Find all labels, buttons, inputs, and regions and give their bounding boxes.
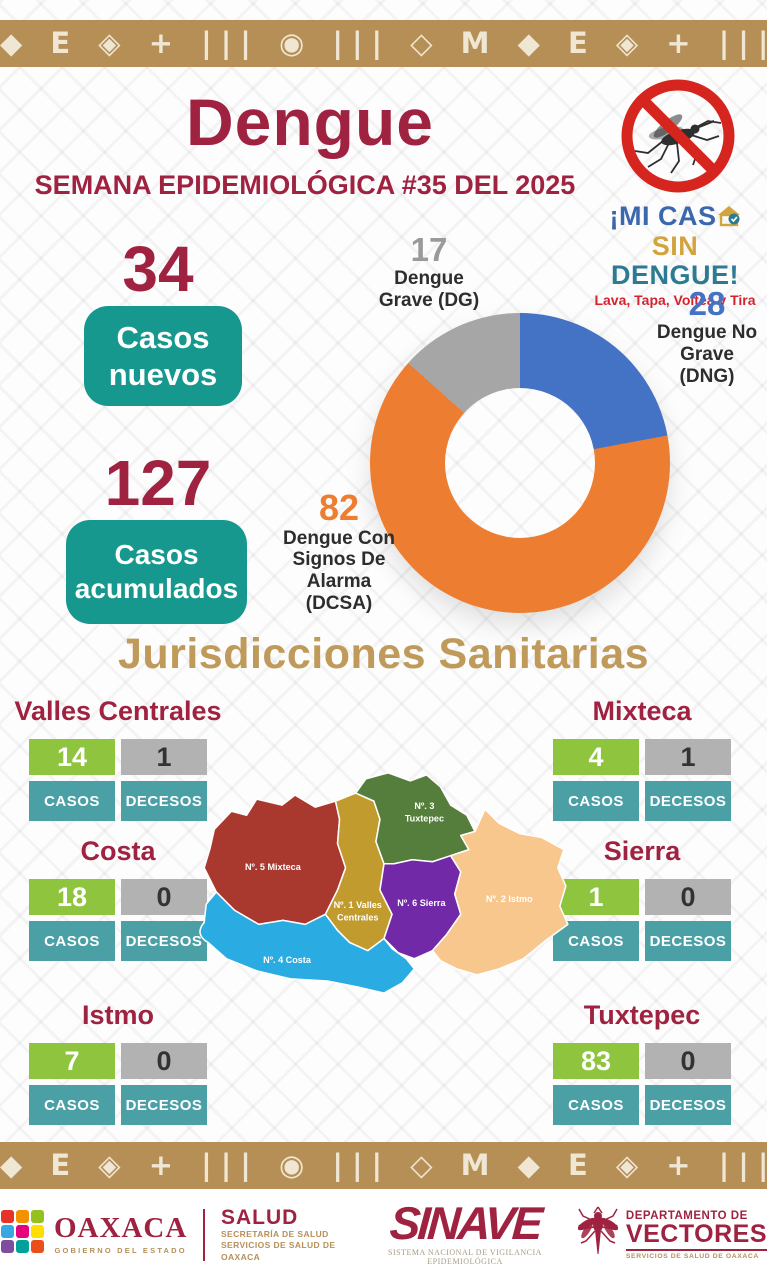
salud-logo: SALUD SECRETARÍA DE SALUD SERVICIOS DE S… [220, 1205, 336, 1262]
decesos-value: 0 [121, 879, 207, 915]
casos-label: CASOS [29, 1085, 115, 1125]
casos-value: 83 [553, 1043, 639, 1079]
donut-label-dengue-signos-alarma: 82 Dengue Con Signos De Alarma (DCSA) [283, 487, 395, 615]
svg-text:Nº. 4 Costa: Nº. 4 Costa [263, 955, 312, 965]
footer-divider [203, 1208, 205, 1261]
border-pattern-glyphs: ◆ E ◈ + ||| ◉ ||| ◇ M ◆ E ◈ + ||| ◉ ||| … [0, 1148, 767, 1182]
region-table: 7 0 CASOS DECESOS [29, 1043, 207, 1125]
casos-label: CASOS [29, 781, 115, 821]
border-pattern-glyphs: ◆ E ◈ + ||| ◉ ||| ◇ M ◆ E ◈ + ||| ◉ ||| … [0, 26, 767, 60]
casos-label: CASOS [553, 781, 639, 821]
campaign-line1: ¡MI CAS [586, 202, 764, 232]
jurisdicciones-heading: Jurisdicciones Sanitarias [117, 630, 650, 678]
decesos-label: DECESOS [121, 1085, 207, 1125]
new-cases-badge: Casos nuevos [84, 306, 242, 406]
svg-text:Tuxtepec: Tuxtepec [405, 813, 444, 823]
page-subtitle: SEMANA EPIDEMIOLÓGICA #35 DEL 2025 [34, 170, 576, 200]
region-table: 14 1 CASOS DECESOS [29, 739, 207, 821]
no-mosquito-sign-icon [618, 76, 738, 201]
casos-label: CASOS [553, 921, 639, 961]
decesos-label: DECESOS [645, 921, 731, 961]
region-block-mixteca: Mixteca 4 1 CASOS DECESOS [532, 696, 752, 821]
region-block-valles-centrales: Valles Centrales 14 1 CASOS DECESOS [8, 696, 228, 821]
donut-label-dengue-no-grave: 28 Dengue No Grave (DNG) [656, 285, 758, 387]
dengue-types-donut-chart [370, 313, 670, 613]
decesos-value: 1 [645, 739, 731, 775]
svg-text:Nº. 3: Nº. 3 [414, 801, 434, 811]
region-block-costa: Costa 18 0 CASOS DECESOS [8, 836, 228, 961]
oaxaca-tagline: GOBIERNO DEL ESTADO [54, 1246, 187, 1255]
oaxaca-jurisdictions-map: Nº. 5 Mixteca Nº. 1 Valles Centrales Nº.… [186, 770, 580, 1004]
region-block-istmo: Istmo 7 0 CASOS DECESOS [8, 1000, 228, 1125]
campaign-line2: SIN DENGUE! [610, 231, 739, 290]
casos-value: 7 [29, 1043, 115, 1079]
region-table: 18 0 CASOS DECESOS [29, 879, 207, 961]
decesos-value: 0 [121, 1043, 207, 1079]
campaign-logo: ¡MI CAS SIN DENGUE! Lava, Tapa, Voltea y… [586, 202, 764, 308]
region-title: Valles Centrales [14, 696, 222, 726]
vectores-underline [625, 1248, 767, 1251]
donut-label-dengue-grave: 17 Dengue Grave (DG) [378, 231, 480, 312]
decesos-label: DECESOS [645, 1085, 731, 1125]
new-cases-value: 34 [122, 233, 194, 305]
region-title: Istmo [81, 1000, 154, 1030]
cumulative-cases-value: 127 [104, 447, 212, 519]
vectores-logo: DEPARTAMENTO DE VECTORES SERVICIOS DE SA… [577, 1205, 767, 1264]
region-title: Tuxtepec [583, 1000, 701, 1030]
svg-text:Nº. 6 Sierra: Nº. 6 Sierra [397, 898, 446, 908]
svg-text:Nº. 2 Istmo: Nº. 2 Istmo [486, 894, 533, 904]
page-title: Dengue [185, 85, 435, 159]
region-block-sierra: Sierra 1 0 CASOS DECESOS [532, 836, 752, 961]
svg-text:Nº. 1 Valles: Nº. 1 Valles [334, 900, 382, 910]
region-title: Mixteca [592, 696, 692, 726]
casos-label: CASOS [29, 921, 115, 961]
region-table: 4 1 CASOS DECESOS [553, 739, 731, 821]
casos-value: 1 [553, 879, 639, 915]
map-region-costa [199, 891, 416, 994]
oaxaca-gobierno-logo: OAXACA GOBIERNO DEL ESTADO [0, 1209, 187, 1260]
region-block-tuxtepec: Tuxtepec 83 0 CASOS DECESOS [532, 1000, 752, 1125]
casos-value: 14 [29, 739, 115, 775]
decesos-label: DECESOS [121, 921, 207, 961]
decorative-border-bottom: ◆ E ◈ + ||| ◉ ||| ◇ M ◆ E ◈ + ||| ◉ ||| … [0, 1142, 767, 1189]
donut-hole [445, 388, 595, 538]
region-title: Costa [80, 836, 156, 866]
region-title: Sierra [603, 836, 681, 866]
cumulative-cases-badge: Casos acumulados [66, 520, 247, 624]
footer-logos: OAXACA GOBIERNO DEL ESTADO SALUD SECRETA… [0, 1189, 767, 1280]
casos-value: 18 [29, 879, 115, 915]
house-check-icon [717, 204, 741, 232]
decorative-border-top: ◆ E ◈ + ||| ◉ ||| ◇ M ◆ E ◈ + ||| ◉ ||| … [0, 20, 767, 67]
region-table: 1 0 CASOS DECESOS [553, 879, 731, 961]
decesos-label: DECESOS [645, 781, 731, 821]
casos-label: CASOS [553, 1085, 639, 1125]
mosquito-icon [577, 1205, 619, 1264]
region-table: 83 0 CASOS DECESOS [553, 1043, 731, 1125]
svg-text:Nº. 5 Mixteca: Nº. 5 Mixteca [245, 862, 302, 872]
oaxaca-wordmark: OAXACA [54, 1212, 188, 1244]
decesos-value: 0 [645, 879, 731, 915]
campaign-tagline: Lava, Tapa, Voltea y Tira [594, 292, 756, 309]
decesos-label: DECESOS [121, 781, 207, 821]
svg-text:Centrales: Centrales [337, 912, 378, 922]
map-region-istmo [431, 808, 569, 976]
casos-value: 4 [553, 739, 639, 775]
oaxaca-emblem-icon [0, 1209, 46, 1260]
decesos-value: 0 [645, 1043, 731, 1079]
decesos-value: 1 [121, 739, 207, 775]
sinave-logo: SINAVE SISTEMA NACIONAL DE VIGILANCIA EP… [388, 1196, 542, 1267]
